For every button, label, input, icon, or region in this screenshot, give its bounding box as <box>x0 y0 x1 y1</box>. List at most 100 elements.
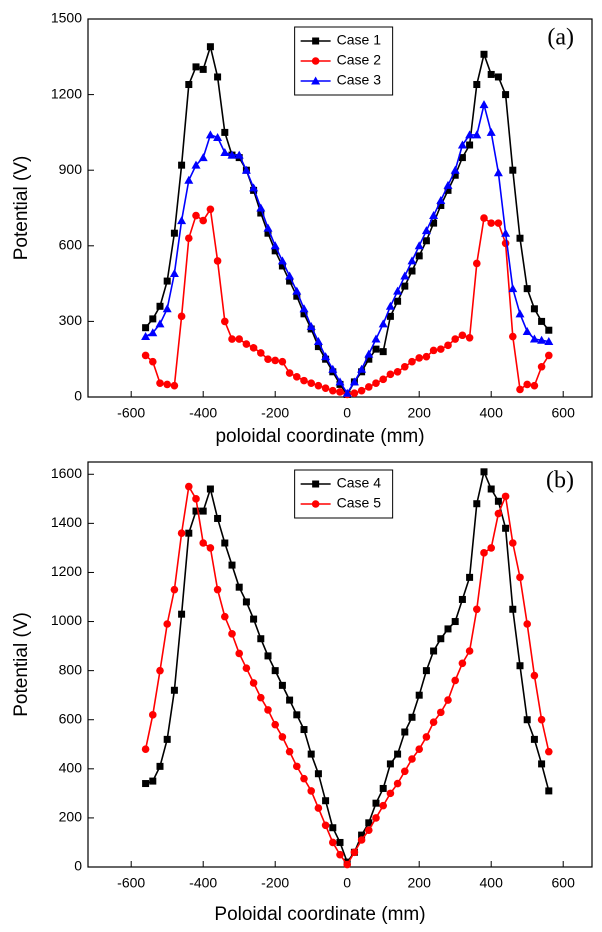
marker <box>487 70 495 78</box>
y-tick-label: 1200 <box>51 85 82 101</box>
marker <box>480 468 488 476</box>
marker <box>538 760 546 768</box>
marker <box>523 285 531 293</box>
marker <box>314 343 322 351</box>
marker <box>329 824 337 832</box>
marker <box>228 335 236 343</box>
marker <box>278 262 286 270</box>
x-tick-label: -600 <box>117 875 145 891</box>
marker <box>241 165 251 174</box>
marker <box>350 389 359 398</box>
marker <box>394 297 402 305</box>
marker <box>278 681 286 689</box>
marker <box>516 234 524 242</box>
marker <box>530 381 539 390</box>
marker <box>422 237 430 245</box>
y-tick-label: 800 <box>59 661 83 677</box>
marker <box>509 539 517 547</box>
marker <box>206 485 214 493</box>
x-tick-label: 600 <box>552 875 576 891</box>
marker <box>192 507 200 515</box>
marker <box>530 735 538 743</box>
marker <box>205 130 215 139</box>
marker <box>299 304 309 313</box>
marker <box>285 369 294 377</box>
marker <box>444 186 452 194</box>
marker <box>494 497 502 505</box>
marker <box>530 305 538 313</box>
marker <box>235 335 243 343</box>
marker <box>458 595 466 603</box>
marker <box>451 618 459 626</box>
marker <box>163 735 171 743</box>
y-tick-label: 1000 <box>51 612 82 628</box>
marker <box>300 310 308 318</box>
marker <box>530 671 539 680</box>
y-tick-label: 1600 <box>51 465 82 481</box>
marker <box>293 373 301 381</box>
marker <box>365 355 373 363</box>
marker <box>278 733 287 741</box>
legend-label: Case 5 <box>337 495 382 511</box>
marker <box>235 583 243 591</box>
marker <box>422 733 431 741</box>
marker <box>163 380 171 389</box>
marker <box>358 831 366 839</box>
marker <box>378 319 388 328</box>
marker <box>177 529 186 537</box>
marker <box>156 379 164 387</box>
marker <box>537 715 546 724</box>
marker <box>307 750 315 758</box>
marker <box>451 335 460 343</box>
marker <box>198 153 208 162</box>
marker <box>501 492 510 501</box>
marker <box>516 662 524 670</box>
legend: Case 4 Case 5 <box>294 469 394 519</box>
marker <box>487 219 496 227</box>
marker <box>386 312 394 320</box>
marker <box>336 838 344 846</box>
marker <box>509 332 517 341</box>
marker <box>277 256 287 265</box>
marker <box>429 718 438 726</box>
x-tick-label: -200 <box>261 875 289 891</box>
legend: Case 1 Case 2 Case 3 <box>294 26 394 96</box>
marker <box>285 271 295 280</box>
marker <box>436 195 446 204</box>
marker <box>544 337 554 346</box>
marker <box>142 780 150 788</box>
marker <box>156 666 164 675</box>
marker <box>357 836 366 844</box>
y-tick-label: 400 <box>59 760 83 776</box>
marker <box>393 368 402 376</box>
marker <box>465 333 474 342</box>
marker <box>213 585 222 594</box>
marker <box>487 544 496 552</box>
marker <box>523 380 531 389</box>
marker <box>451 171 459 179</box>
marker <box>249 344 258 352</box>
marker <box>314 770 322 778</box>
x-tick-label: -400 <box>189 875 217 891</box>
marker <box>221 612 229 621</box>
legend-box <box>294 469 394 519</box>
marker <box>300 774 308 783</box>
marker <box>271 667 279 675</box>
marker <box>306 321 316 330</box>
marker <box>178 161 186 169</box>
marker <box>529 334 539 343</box>
marker <box>221 128 229 136</box>
marker <box>465 647 474 655</box>
marker <box>314 381 323 390</box>
marker <box>408 357 416 366</box>
marker <box>311 57 320 65</box>
marker <box>257 209 265 217</box>
marker <box>250 615 258 623</box>
marker <box>214 514 222 522</box>
marker <box>401 728 409 736</box>
marker <box>199 216 207 225</box>
marker <box>141 351 150 360</box>
marker <box>257 635 265 643</box>
y-tick-label: 1200 <box>51 563 82 579</box>
marker <box>415 252 423 260</box>
